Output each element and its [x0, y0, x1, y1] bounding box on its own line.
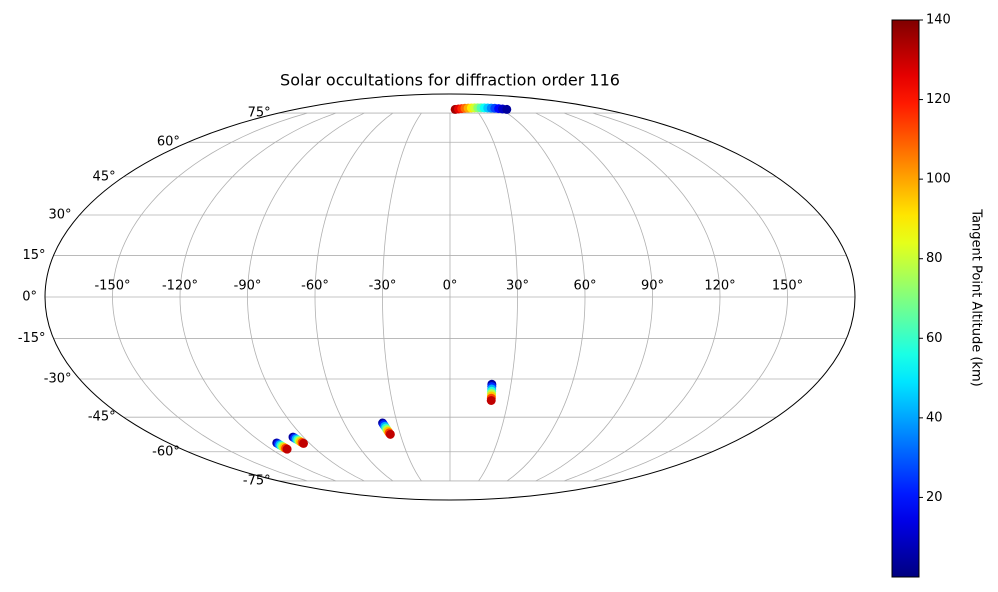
chart-title: Solar occultations for diffraction order… — [280, 71, 620, 90]
x-tick-label: 60° — [573, 279, 596, 294]
y-tick-label: -45° — [88, 410, 116, 425]
map-boundary — [44, 93, 856, 501]
y-tick-label: 30° — [48, 207, 71, 222]
y-tick-label: -15° — [18, 331, 46, 346]
x-tick-label: -30° — [369, 279, 397, 294]
x-tick-label: -60° — [301, 279, 329, 294]
grid-line — [314, 112, 394, 482]
grid-line — [112, 112, 308, 482]
x-tick-label: -150° — [94, 279, 130, 294]
colorbar-tick-label: 20 — [926, 490, 943, 505]
colorbar-tick-label: 40 — [926, 410, 943, 425]
x-tick-label: -90° — [234, 279, 262, 294]
colorbar-label: Tangent Point Altitude (km) — [969, 208, 984, 386]
grid-line — [535, 112, 653, 482]
grid-line — [478, 112, 518, 482]
occultation-point — [502, 104, 512, 114]
y-tick-label: 15° — [23, 248, 46, 263]
grid-line — [179, 112, 336, 482]
y-tick-label: 45° — [93, 169, 116, 184]
colorbar-tick-label: 120 — [926, 92, 951, 107]
grid-line — [592, 112, 788, 482]
colorbar-tick-label: 80 — [926, 251, 943, 266]
grid-line — [564, 112, 721, 482]
colorbar-tick-label: 140 — [926, 13, 951, 28]
y-tick-label: 75° — [248, 106, 271, 121]
occultation-point — [486, 395, 496, 405]
grid-line — [247, 112, 365, 482]
y-tick-label: -30° — [44, 372, 72, 387]
y-tick-label: -75° — [243, 473, 271, 488]
x-tick-label: 90° — [641, 279, 664, 294]
x-tick-label: 150° — [772, 279, 803, 294]
grid-line — [506, 112, 586, 482]
y-tick-label: -60° — [152, 444, 180, 459]
y-tick-label: 60° — [157, 135, 180, 150]
colorbar-tick-label: 60 — [926, 331, 943, 346]
x-tick-label: 120° — [704, 279, 735, 294]
x-tick-label: 0° — [443, 279, 458, 294]
x-tick-label: 30° — [506, 279, 529, 294]
colorbar — [891, 19, 920, 578]
y-tick-label: 0° — [22, 290, 37, 305]
colorbar-tick-label: 100 — [926, 172, 951, 187]
x-tick-label: -120° — [162, 279, 198, 294]
grid-line — [382, 112, 422, 482]
occultation-point — [282, 444, 292, 454]
occultation-point — [385, 429, 395, 439]
occultation-point — [299, 438, 309, 448]
